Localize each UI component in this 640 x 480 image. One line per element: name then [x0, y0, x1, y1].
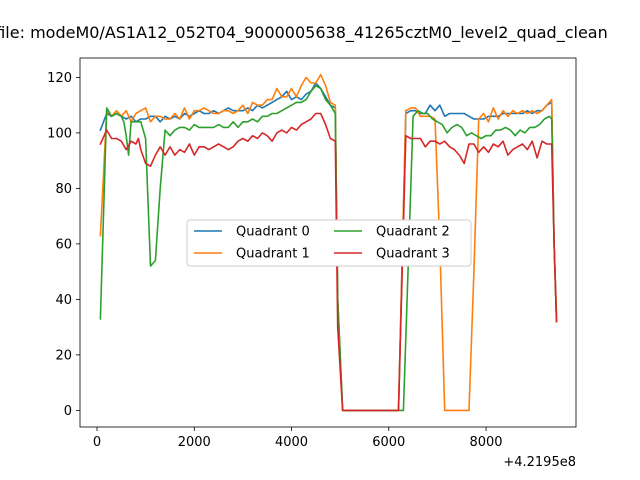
y-tick-label: 40: [55, 293, 72, 308]
legend-label-quadrant-1: Quadrant 1: [236, 247, 310, 262]
plot-frame: [79, 57, 577, 428]
legend-label-quadrant-0: Quadrant 0: [236, 225, 310, 240]
y-tick-label: 20: [55, 348, 72, 363]
x-tick-label: 2000: [178, 435, 211, 450]
legend-frame: [186, 219, 472, 267]
series-line-quadrant-2: [99, 84, 558, 412]
x-tick-label: 4000: [275, 435, 308, 450]
y-tick-label: 100: [47, 126, 72, 141]
y-tick-label: 80: [55, 182, 72, 197]
legend-label-quadrant-3: Quadrant 3: [376, 247, 450, 262]
x-offset-label: +4.2195e8: [503, 455, 576, 470]
legend-label-quadrant-2: Quadrant 2: [376, 225, 450, 240]
x-tick-label: 6000: [372, 435, 405, 450]
series-layer: [99, 73, 558, 412]
series-line-quadrant-3: [99, 112, 558, 412]
x-tick-label: 8000: [469, 435, 502, 450]
series-line-quadrant-1: [99, 73, 558, 412]
x-axis: 0 2000 4000 6000 8000: [93, 427, 503, 450]
legend: Quadrant 0 Quadrant 1 Quadrant 2 Quadrant 3: [186, 219, 472, 267]
y-tick-label: 60: [55, 237, 72, 252]
y-axis: 0 20 40 60 80 100 120: [47, 71, 80, 419]
y-tick-label: 120: [47, 71, 72, 86]
x-tick-label: 0: [93, 435, 101, 450]
y-tick-label: 0: [64, 404, 72, 419]
chart-title: n file: modeM0/AS1A12_052T04_9000005638_…: [0, 23, 608, 43]
